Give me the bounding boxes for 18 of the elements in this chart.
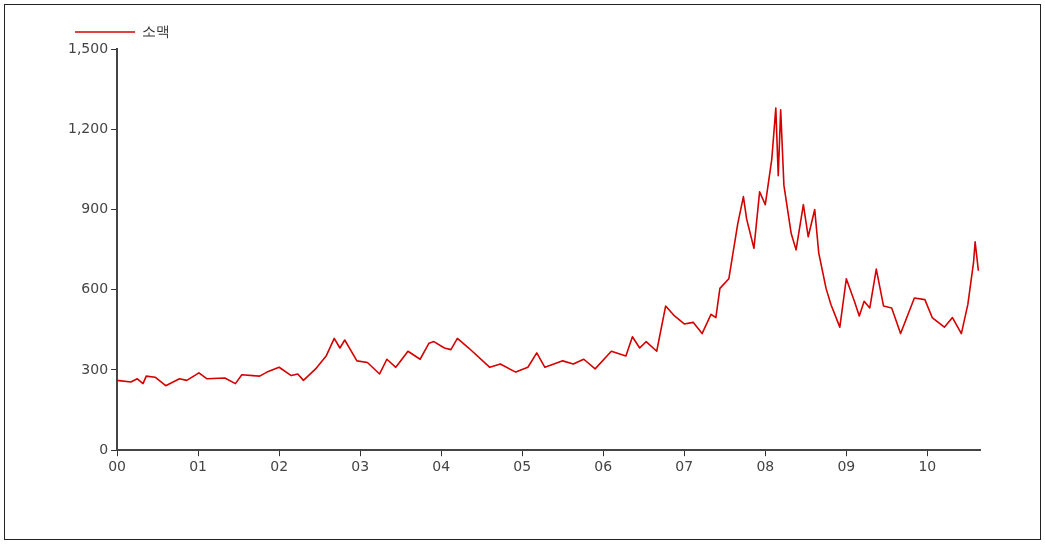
x-tick-label: 07 (675, 458, 694, 475)
x-tick-label: 10 (918, 458, 937, 475)
x-tick-label: 02 (270, 458, 289, 475)
y-tick-label: 600 (81, 280, 109, 297)
x-tick-label: 03 (351, 458, 370, 475)
x-tick-label: 09 (837, 458, 856, 475)
y-tick-label: 900 (81, 200, 109, 217)
x-tick-label: 01 (189, 458, 208, 475)
x-tick-label: 06 (594, 458, 613, 475)
y-tick-label: 1,500 (67, 39, 109, 56)
legend-label: 소맥 (142, 22, 170, 39)
x-tick-label: 00 (108, 458, 126, 475)
x-tick-label: 05 (513, 458, 532, 475)
x-tick-label: 04 (432, 458, 451, 475)
y-tick-label: 0 (99, 440, 109, 457)
y-tick-label: 300 (81, 360, 109, 377)
y-tick-label: 1,200 (67, 119, 109, 136)
x-tick-label: 08 (756, 458, 775, 475)
